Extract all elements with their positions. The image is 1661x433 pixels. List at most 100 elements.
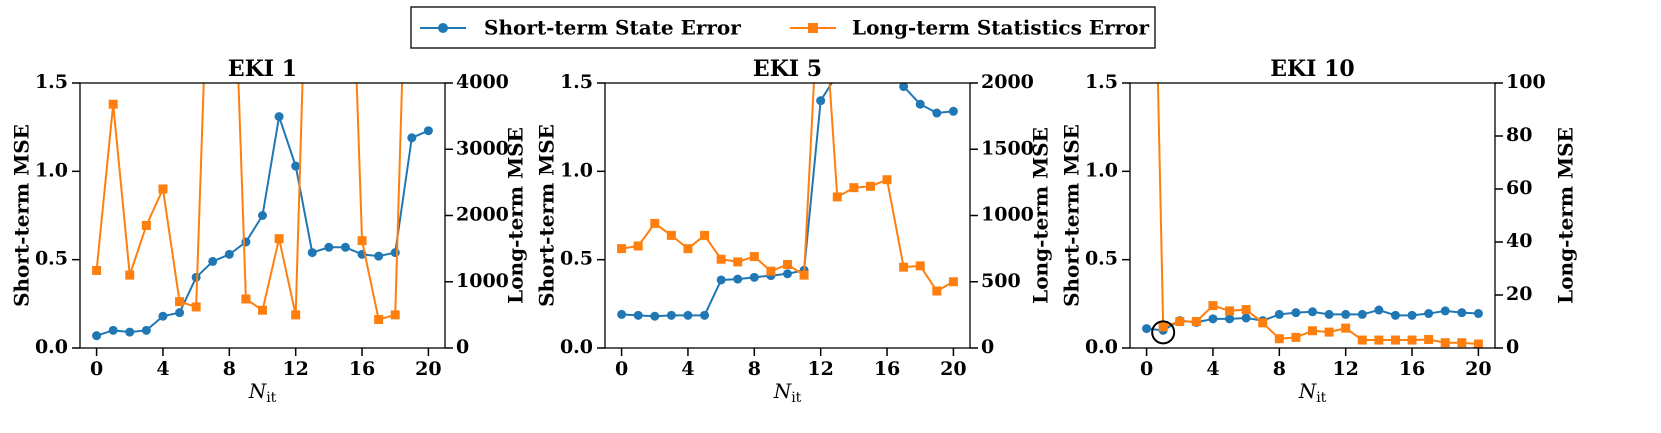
marker [1241, 305, 1251, 315]
marker [716, 275, 726, 285]
legend-marker [808, 23, 818, 33]
marker [374, 251, 384, 261]
x-axis-label: Nit [773, 379, 802, 407]
marker [1473, 309, 1483, 319]
x-tick-label: 8 [1273, 358, 1286, 380]
marker [1191, 317, 1201, 326]
series [617, 83, 958, 296]
marker [865, 181, 875, 191]
marker [241, 294, 251, 304]
marker [882, 175, 892, 185]
x-tick-label: 0 [90, 358, 103, 380]
x-tick-label: 20 [415, 358, 441, 380]
marker [650, 311, 660, 321]
marker [833, 70, 842, 79]
marker [390, 248, 400, 258]
x-axis-label-main: N [248, 379, 268, 403]
marker [1341, 309, 1351, 319]
marker [1291, 308, 1301, 318]
marker [1175, 317, 1185, 326]
y-tick-label: 1.5 [1085, 71, 1118, 93]
marker [1324, 327, 1334, 337]
y-axis-label: Short-term MSE [535, 124, 559, 307]
x-tick-label: 12 [1332, 358, 1358, 380]
y-tick-label: 1.5 [35, 71, 68, 93]
marker [1407, 335, 1417, 345]
marker [1208, 314, 1218, 324]
y-tick-label: 1.0 [1085, 159, 1118, 181]
y2-tick-label: 80 [1506, 124, 1532, 146]
marker [1225, 306, 1235, 316]
y2-tick-label: 1000 [981, 204, 1034, 226]
marker [683, 310, 693, 320]
marker [1407, 310, 1417, 320]
marker [915, 99, 925, 109]
marker [849, 183, 859, 193]
y-tick-label: 0.5 [560, 248, 593, 270]
x-tick-label: 12 [807, 358, 833, 380]
marker [92, 265, 102, 275]
marker [633, 310, 643, 320]
marker [307, 248, 317, 258]
series-line [95, 83, 404, 321]
marker [1274, 309, 1284, 319]
marker [1457, 338, 1467, 348]
y-tick-label: 1.0 [35, 159, 68, 181]
marker [125, 270, 135, 280]
marker [1324, 309, 1334, 319]
marker [816, 96, 826, 106]
marker [1374, 305, 1384, 315]
legend-label: Short-term State Error [484, 16, 741, 40]
marker [915, 261, 925, 271]
marker [733, 257, 743, 267]
marker [1424, 335, 1434, 345]
legend-label: Long-term Statistics Error [852, 16, 1149, 40]
marker [1357, 309, 1367, 319]
marker [1241, 313, 1251, 323]
y2-tick-label: 1500 [981, 137, 1034, 159]
marker [883, 61, 892, 70]
y-tick-label: 0.5 [35, 248, 68, 270]
highlight-circle [1151, 320, 1176, 345]
x-tick-label: 4 [156, 358, 169, 380]
series [617, 61, 958, 321]
marker [617, 309, 627, 319]
y2-tick-label: 0 [456, 336, 469, 358]
y-tick-label: 0.0 [35, 336, 68, 358]
subplot: 0 4 8 12 16 20 0.0 0.5 1.0 1.5 0 20 40 60 80 100 EKI 10 N… [1060, 56, 1578, 406]
x-tick-label: 16 [349, 358, 375, 380]
marker [141, 325, 151, 335]
marker [783, 260, 792, 270]
y2-tick-label: 100 [1506, 71, 1546, 93]
y-tick-label: 0.5 [1085, 248, 1118, 270]
y2-tick-label: 1000 [456, 270, 509, 292]
legend-marker [438, 23, 448, 33]
marker [716, 254, 726, 264]
subplot-title: EKI 5 [753, 56, 822, 82]
x-tick-label: 20 [940, 358, 966, 380]
marker [274, 234, 284, 244]
marker [1374, 335, 1384, 345]
y2-tick-label: 2000 [456, 204, 509, 226]
marker [666, 230, 676, 240]
marker [191, 272, 201, 282]
y2-tick-label: 40 [1506, 230, 1532, 252]
x-axis-label-sub: it [266, 390, 276, 406]
marker [407, 133, 417, 143]
marker [1390, 310, 1400, 320]
series [92, 83, 404, 325]
marker [1291, 332, 1301, 342]
marker [948, 277, 958, 287]
y-axis-label: Short-term MSE [1060, 124, 1084, 307]
marker [1357, 335, 1367, 345]
marker [141, 220, 151, 230]
x-tick-label: 0 [1140, 358, 1153, 380]
legend-box [410, 6, 1156, 49]
subplot: 0 4 8 12 16 20 0.0 0.5 1.0 1.5 0 1000 2000 3000 4000 EK… [10, 56, 528, 406]
marker [899, 262, 909, 272]
marker [258, 211, 267, 220]
marker [932, 286, 942, 296]
marker [733, 274, 743, 284]
y2-tick-label: 2000 [981, 71, 1034, 93]
